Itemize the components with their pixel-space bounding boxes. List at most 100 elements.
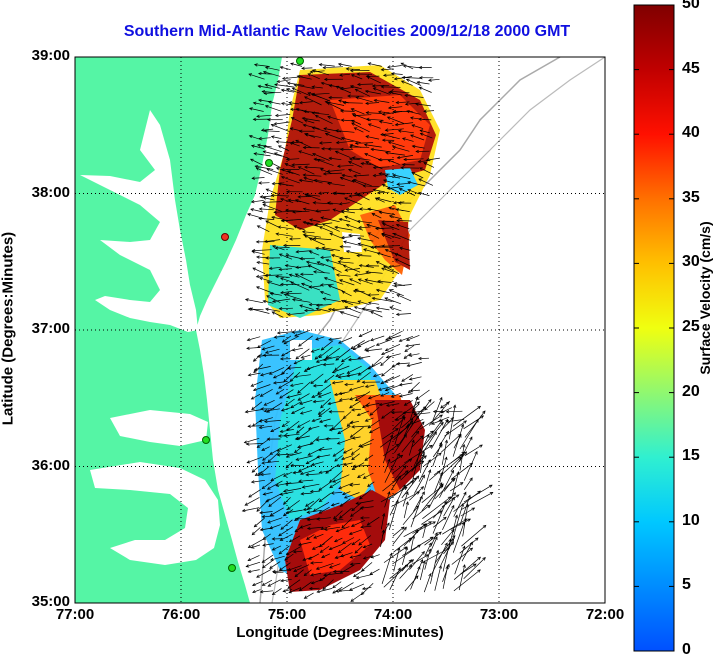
velocity-arrow-head: [322, 586, 327, 591]
velocity-arrow-head: [325, 437, 329, 441]
velocity-arrow: [379, 401, 395, 406]
velocity-arrow: [299, 179, 314, 183]
velocity-arrow: [318, 506, 330, 514]
velocity-arrow-head: [386, 65, 391, 69]
velocity-arrow-head: [259, 511, 263, 515]
velocity-arrow: [310, 561, 323, 564]
velocity-arrow-head: [392, 173, 396, 178]
velocity-arrow: [298, 150, 314, 157]
velocity-arrow-head: [331, 307, 335, 312]
velocity-arrow-head: [461, 521, 465, 526]
velocity-arrow-head: [419, 495, 423, 500]
velocity-arrow-head: [298, 129, 303, 133]
velocity-arrow-head: [392, 109, 397, 114]
velocity-arrow-head: [356, 412, 361, 417]
velocity-arrow: [300, 257, 315, 260]
velocity-arrow: [335, 150, 351, 158]
velocity-arrow-head: [328, 337, 332, 342]
velocity-arrow: [298, 479, 314, 482]
velocity-arrow-head: [253, 369, 257, 374]
velocity-arrow: [331, 307, 352, 311]
velocity-arrow-head: [252, 589, 256, 594]
velocity-arrow: [398, 130, 414, 134]
velocity-arrow-head: [260, 128, 265, 132]
velocity-arrow: [385, 249, 402, 257]
velocity-arrow-head: [262, 492, 267, 496]
velocity-arrow: [303, 234, 322, 238]
velocity-arrow-head: [445, 418, 449, 423]
velocity-arrow: [342, 537, 355, 544]
velocity-arrow: [410, 134, 425, 141]
velocity-arrow: [334, 362, 344, 371]
velocity-arrow: [256, 438, 270, 448]
velocity-arrow: [365, 403, 380, 407]
velocity-arrow-head: [293, 449, 298, 454]
velocity-arrow-head: [295, 356, 299, 360]
velocity-arrow-head: [316, 589, 321, 594]
velocity-arrow-head: [380, 67, 385, 72]
velocity-arrow: [442, 505, 455, 531]
velocity-arrow-head: [263, 91, 268, 96]
velocity-arrow-head: [320, 526, 325, 531]
velocity-arrow: [256, 167, 273, 175]
velocity-arrow-head: [340, 118, 345, 122]
velocity-arrow-head: [262, 543, 266, 547]
velocity-arrow: [323, 363, 335, 366]
velocity-arrow: [281, 364, 292, 375]
velocity-arrow-head: [460, 502, 464, 507]
velocity-arrow-head: [339, 87, 344, 91]
velocity-arrow-head: [488, 484, 493, 488]
velocity-arrow: [349, 400, 361, 409]
velocity-arrow: [339, 218, 351, 222]
velocity-arrow: [286, 546, 301, 556]
velocity-arrow-head: [288, 590, 293, 594]
velocity-arrow: [339, 202, 350, 205]
velocity-arrow: [351, 519, 366, 527]
velocity-arrow: [283, 335, 300, 345]
velocity-arrow-head: [405, 501, 409, 505]
velocity-arrow: [260, 473, 271, 476]
velocity-arrow: [270, 426, 281, 432]
velocity-arrow-head: [397, 129, 402, 133]
velocity-arrow: [291, 117, 304, 124]
velocity-arrow: [253, 353, 263, 362]
velocity-arrow-head: [284, 482, 289, 486]
velocity-arrow-head: [295, 517, 299, 521]
velocity-arrow-head: [314, 356, 319, 360]
velocity-arrow: [287, 366, 302, 369]
velocity-arrow: [389, 306, 402, 312]
velocity-arrow-head: [331, 370, 336, 374]
velocity-arrow: [259, 208, 274, 211]
velocity-arrow-head: [362, 184, 367, 188]
velocity-arrow-head: [471, 507, 476, 511]
velocity-arrow-head: [300, 492, 305, 496]
velocity-arrow-head: [308, 556, 312, 560]
velocity-arrow-head: [343, 299, 347, 304]
velocity-arrow: [367, 516, 380, 526]
velocity-arrow-head: [444, 439, 449, 444]
velocity-arrow: [308, 264, 326, 274]
velocity-arrow-head: [381, 373, 385, 377]
velocity-arrow: [403, 352, 412, 359]
velocity-arrow-head: [282, 589, 287, 593]
velocity-arrow-head: [427, 459, 431, 463]
velocity-arrow: [412, 145, 425, 149]
velocity-arrow: [393, 233, 411, 241]
velocity-arrow-head: [292, 550, 297, 554]
velocity-arrow: [324, 374, 335, 383]
velocity-arrow-head: [320, 404, 324, 409]
velocity-arrow: [395, 258, 411, 267]
velocity-arrow: [357, 83, 374, 85]
velocity-arrow-head: [327, 115, 331, 119]
velocity-arrow: [341, 455, 354, 460]
velocity-arrow: [343, 448, 353, 454]
velocity-arrow-head: [307, 73, 312, 77]
velocity-arrow: [285, 398, 295, 406]
velocity-arrow: [326, 259, 344, 266]
velocity-arrow: [334, 455, 343, 462]
velocity-arrow: [423, 110, 435, 112]
velocity-arrow-head: [364, 418, 369, 422]
velocity-arrow-head: [311, 126, 316, 130]
velocity-arrow-head: [318, 413, 323, 418]
